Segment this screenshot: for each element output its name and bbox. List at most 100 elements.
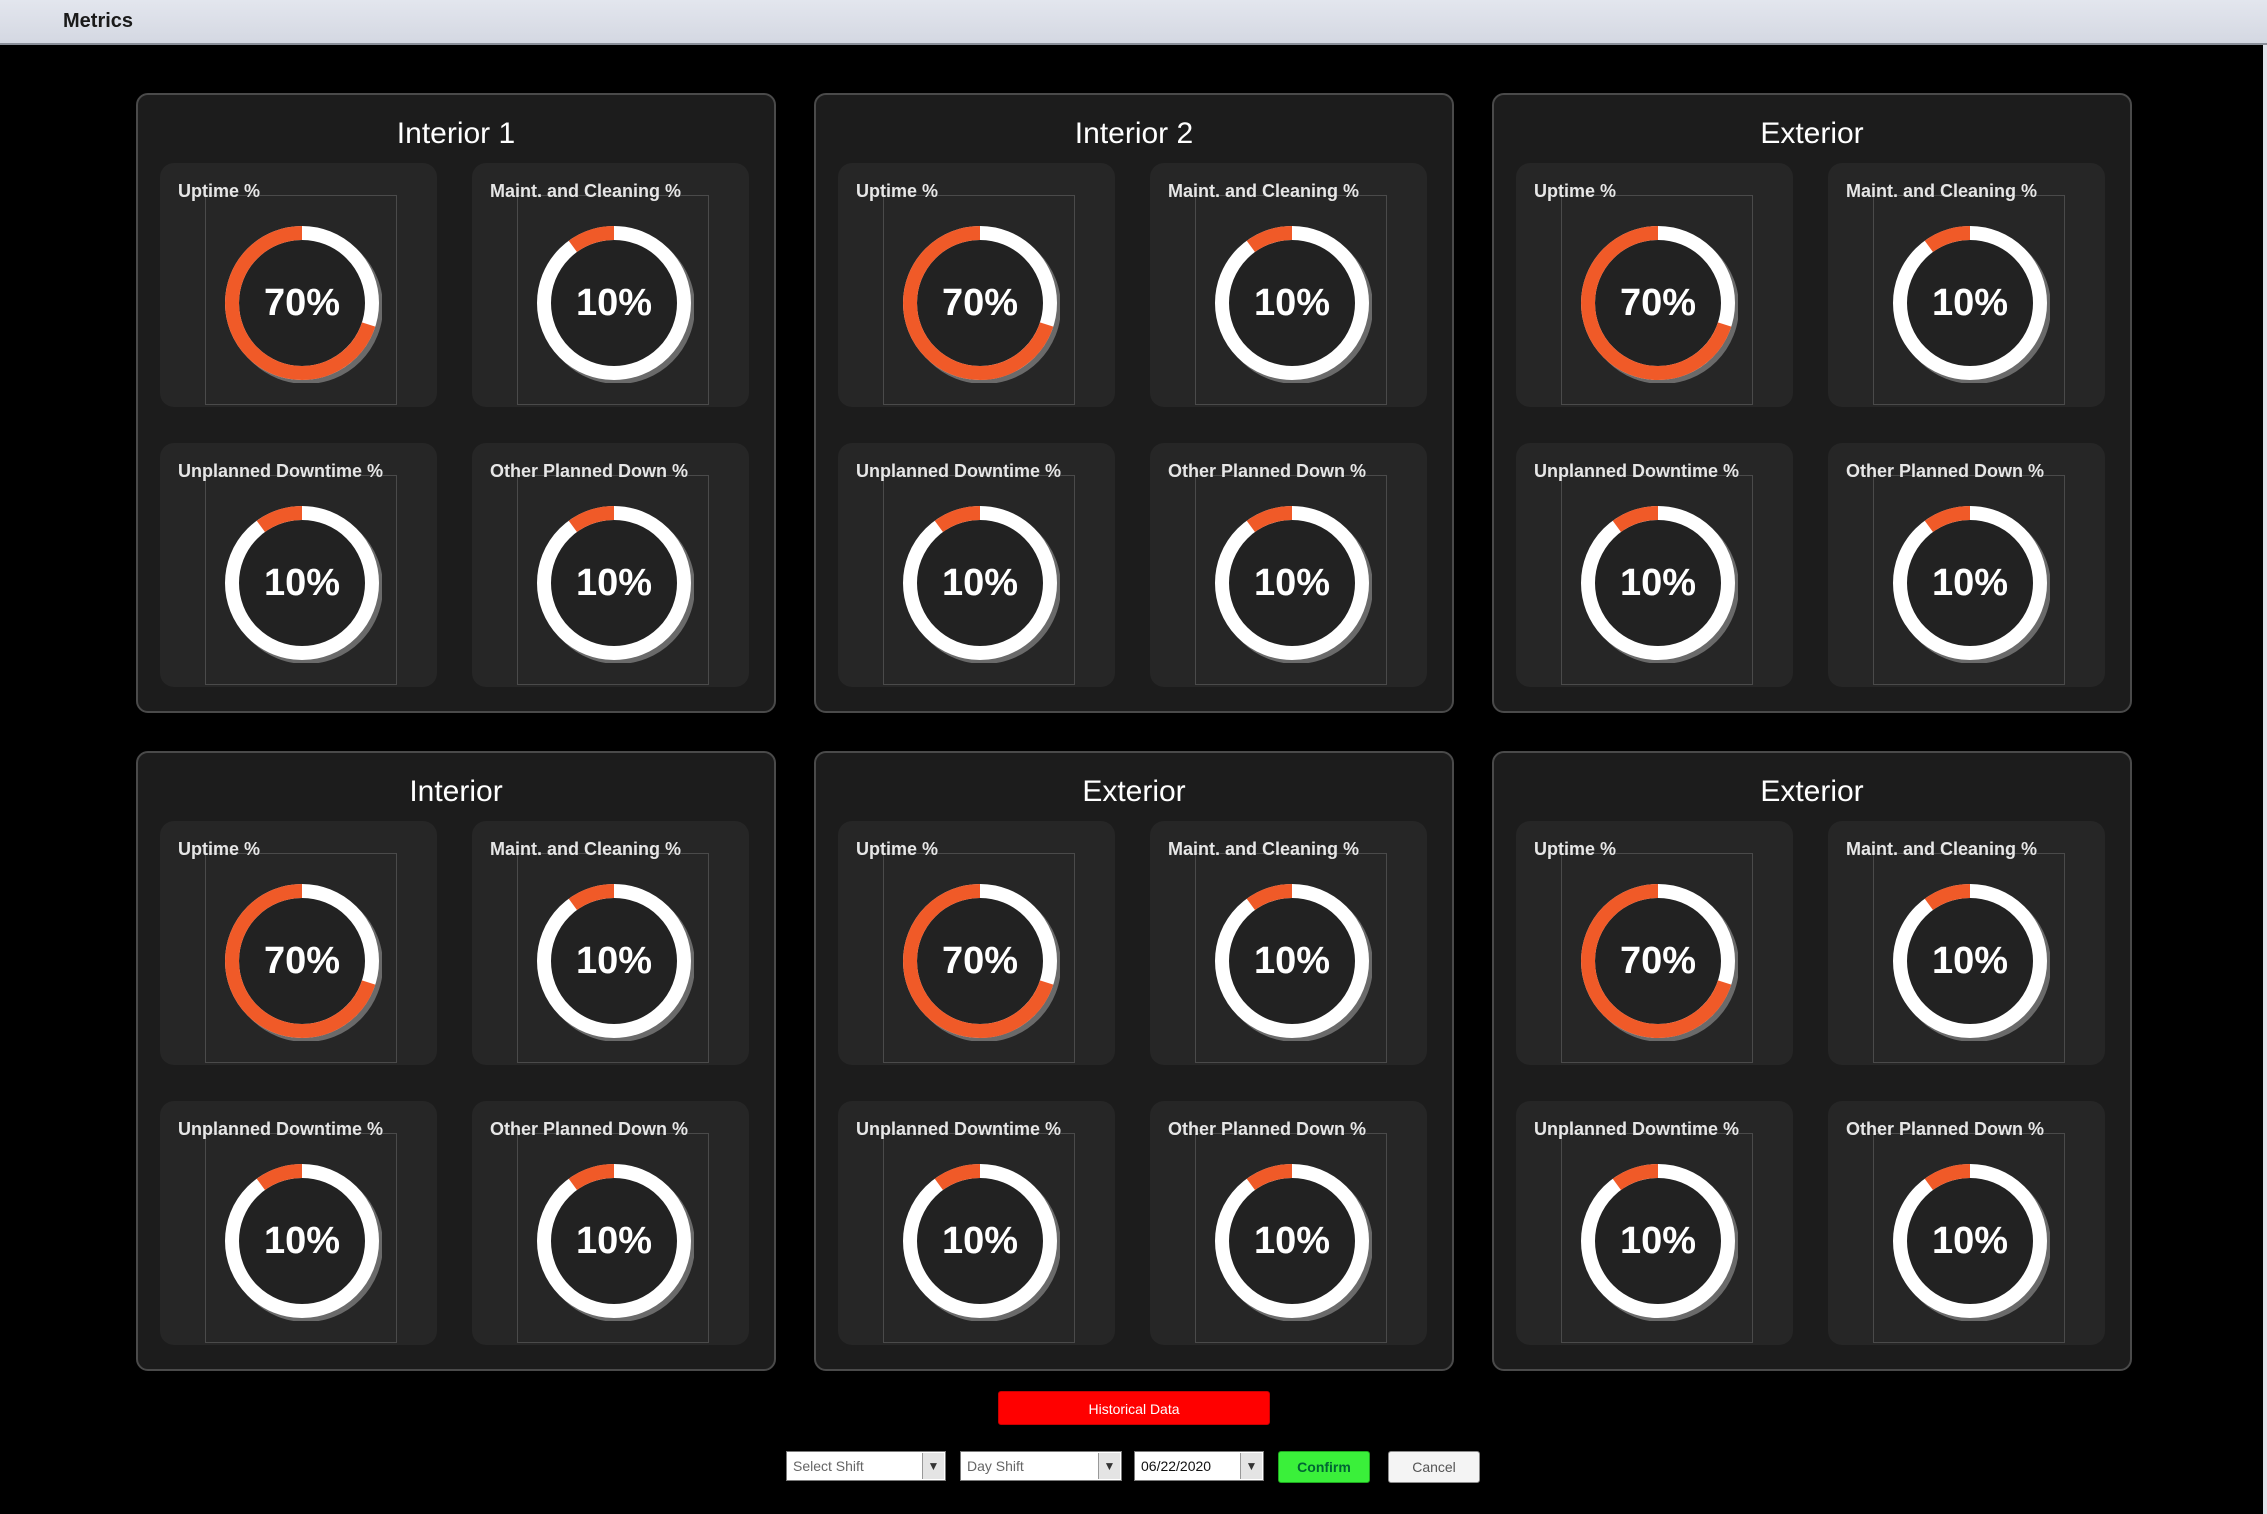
metric-card-maint-cleaning: Maint. and Cleaning % 10% — [1828, 821, 2105, 1065]
metric-label: Unplanned Downtime % — [856, 1119, 1062, 1139]
gauge-value: 10% — [1253, 562, 1331, 604]
gauge-value: 10% — [575, 1220, 653, 1262]
shift-type-dropdown[interactable]: Day Shift ▼ — [960, 1451, 1122, 1481]
metric-label: Other Planned Down % — [490, 1119, 689, 1139]
date-value: 06/22/2020 — [1141, 1458, 1212, 1474]
historical-data-button[interactable]: Historical Data — [998, 1391, 1270, 1425]
metric-label: Maint. and Cleaning % — [1846, 181, 2038, 201]
donut-arc — [1581, 1164, 1735, 1318]
metric-card-other-planned-down: Other Planned Down % 10% — [1150, 443, 1427, 687]
metric-card-uptime: Uptime % 70% — [1516, 821, 1793, 1065]
panel-interior-2: Interior 2 Uptime % 70% Maint. and Cleani… — [814, 93, 1454, 713]
card-frame — [1195, 853, 1387, 1063]
metric-card-other-planned-down: Other Planned Down % 10% — [1150, 1101, 1427, 1345]
card-frame — [1873, 853, 2065, 1063]
metric-card-other-planned-down: Other Planned Down % 10% — [472, 1101, 749, 1345]
date-dropdown[interactable]: 06/22/2020 ▼ — [1134, 1451, 1264, 1481]
chevron-down-icon[interactable]: ▼ — [1240, 1453, 1262, 1479]
donut-gauge: 70% — [1578, 223, 1738, 383]
card-frame — [517, 1133, 709, 1343]
select-shift-dropdown[interactable]: Select Shift ▼ — [786, 1451, 946, 1481]
metric-card-unplanned-downtime: Unplanned Downtime % 10% — [1516, 443, 1793, 687]
metric-card-uptime: Uptime % 70% — [838, 163, 1115, 407]
donut-svg — [1581, 884, 1738, 1041]
panel-exterior-top: Exterior Uptime % 70% Maint. and Cleaning… — [1492, 93, 2132, 713]
card-frame — [205, 475, 397, 685]
donut-gauge: 70% — [900, 223, 1060, 383]
donut-arc — [1581, 226, 1735, 380]
donut-svg — [1893, 506, 2050, 663]
metric-card-uptime: Uptime % 70% — [1516, 163, 1793, 407]
metric-label: Maint. and Cleaning % — [1168, 181, 1360, 201]
donut-svg — [1581, 226, 1738, 383]
card-frame — [1873, 1133, 2065, 1343]
metric-label: Uptime % — [856, 839, 939, 859]
donut-arc — [225, 1164, 379, 1318]
card-frame — [517, 475, 709, 685]
panel-title: Exterior — [1082, 775, 1186, 808]
donut-svg — [537, 226, 694, 383]
metric-card-unplanned-downtime: Unplanned Downtime % 10% — [838, 1101, 1115, 1345]
cancel-button[interactable]: Cancel — [1388, 1451, 1480, 1483]
gauge-value: 10% — [1253, 940, 1331, 982]
metric-label: Maint. and Cleaning % — [490, 839, 682, 859]
donut-svg — [537, 1164, 694, 1321]
chevron-down-icon[interactable]: ▼ — [1098, 1453, 1120, 1479]
gauge-value: 70% — [941, 282, 1019, 324]
gauge-value: 70% — [1619, 940, 1697, 982]
chevron-down-icon[interactable]: ▼ — [922, 1453, 944, 1479]
card-frame — [883, 853, 1075, 1063]
card-frame — [883, 475, 1075, 685]
metric-card-maint-cleaning: Maint. and Cleaning % 10% — [1828, 163, 2105, 407]
donut-gauge: 10% — [1890, 503, 2050, 663]
donut-arc — [1215, 1164, 1369, 1318]
card-frame — [883, 195, 1075, 405]
metric-card-maint-cleaning: Maint. and Cleaning % 10% — [1150, 163, 1427, 407]
donut-gauge: 10% — [1578, 503, 1738, 663]
metric-label: Maint. and Cleaning % — [1168, 839, 1360, 859]
confirm-button[interactable]: Confirm — [1278, 1451, 1370, 1483]
panel-title: Exterior — [1760, 117, 1864, 150]
window-frame-edge — [2263, 45, 2267, 1514]
metric-label: Uptime % — [1534, 181, 1617, 201]
card-frame — [1561, 475, 1753, 685]
metric-label: Unplanned Downtime % — [178, 1119, 384, 1139]
gauge-value: 70% — [1619, 282, 1697, 324]
card-frame — [1561, 195, 1753, 405]
gauge-value: 10% — [575, 282, 653, 324]
metric-card-unplanned-downtime: Unplanned Downtime % 10% — [1516, 1101, 1793, 1345]
gauge-value: 10% — [1619, 562, 1697, 604]
donut-gauge: 10% — [1212, 503, 1372, 663]
metric-card-other-planned-down: Other Planned Down % 10% — [1828, 1101, 2105, 1345]
gauge-value: 10% — [575, 562, 653, 604]
donut-arc — [1893, 506, 2047, 660]
donut-gauge: 10% — [1212, 223, 1372, 383]
metric-card-maint-cleaning: Maint. and Cleaning % 10% — [472, 163, 749, 407]
gauge-value: 10% — [941, 1220, 1019, 1262]
donut-gauge: 70% — [222, 881, 382, 1041]
panel-title: Exterior — [1760, 775, 1864, 808]
donut-arc — [1893, 884, 2047, 1038]
donut-gauge: 10% — [222, 1161, 382, 1321]
window-titlebar: Metrics — [0, 0, 2267, 45]
metric-label: Other Planned Down % — [490, 461, 689, 481]
card-frame — [205, 1133, 397, 1343]
metric-card-other-planned-down: Other Planned Down % 10% — [472, 443, 749, 687]
gauge-value: 70% — [263, 940, 341, 982]
donut-svg — [903, 506, 1060, 663]
metric-label: Maint. and Cleaning % — [1846, 839, 2038, 859]
gauge-value: 10% — [1253, 1220, 1331, 1262]
donut-gauge: 10% — [900, 1161, 1060, 1321]
gauge-value: 10% — [1619, 1220, 1697, 1262]
metric-card-unplanned-downtime: Unplanned Downtime % 10% — [160, 1101, 437, 1345]
donut-svg — [903, 1164, 1060, 1321]
card-frame — [1561, 1133, 1753, 1343]
gauge-value: 10% — [575, 940, 653, 982]
donut-gauge: 10% — [1212, 881, 1372, 1041]
metric-card-uptime: Uptime % 70% — [160, 163, 437, 407]
donut-svg — [537, 884, 694, 1041]
donut-gauge: 70% — [222, 223, 382, 383]
metric-label: Uptime % — [1534, 839, 1617, 859]
donut-gauge: 10% — [534, 1161, 694, 1321]
gauge-value: 10% — [941, 562, 1019, 604]
